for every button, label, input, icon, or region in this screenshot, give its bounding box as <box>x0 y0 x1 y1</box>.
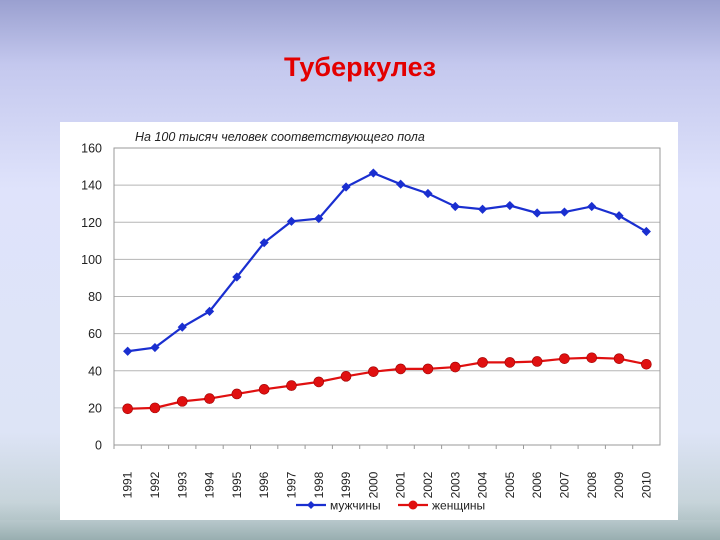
data-point-женщины-2001 <box>395 363 406 375</box>
data-point-мужчины-2006 <box>532 208 542 218</box>
data-point-мужчины-2007 <box>559 207 570 217</box>
line-chart: На 100 тысяч человек соответствующего по… <box>81 130 661 513</box>
legend-marker <box>408 500 418 510</box>
footer-band <box>0 520 720 540</box>
series-line-мужчины <box>127 171 647 353</box>
y-tick-label-60: 60 <box>88 327 102 341</box>
x-tick-label-2000: 2000 <box>366 471 380 498</box>
x-tick-label-2001: 2001 <box>394 471 408 498</box>
data-point-мужчины-2000 <box>368 168 378 178</box>
data-point-женщины-1997 <box>286 380 297 391</box>
x-tick-label-2010: 2010 <box>639 471 653 498</box>
data-point-женщины-1998 <box>313 376 325 388</box>
data-point-женщины-2007 <box>559 353 570 364</box>
data-point-мужчины-1997 <box>286 216 297 226</box>
axes <box>113 147 661 449</box>
data-point-женщины-1996 <box>258 384 270 395</box>
x-tick-label-1993: 1993 <box>175 471 189 498</box>
x-tick-label-1992: 1992 <box>148 471 162 498</box>
data-point-женщины-2003 <box>449 361 461 373</box>
legend-marker <box>307 501 315 509</box>
x-tick-labels: 1991 1992 1993 1994 1995 1996 1997 1998 1999 2000… <box>121 471 654 498</box>
data-point-женщины-2000 <box>368 366 379 377</box>
x-tick-label-2005: 2005 <box>503 471 517 498</box>
y-tick-label-0: 0 <box>95 439 102 453</box>
data-point-мужчины-2003 <box>450 201 460 212</box>
data-point-мужчины-2009 <box>614 211 624 221</box>
x-tick-label-1991: 1991 <box>121 471 135 498</box>
y-tick-label-20: 20 <box>88 401 102 415</box>
legend-item-мужчины: мужчины <box>296 499 381 513</box>
y-tick-label-140: 140 <box>81 179 102 193</box>
x-tick-label-1996: 1996 <box>257 471 271 498</box>
y-tick-label-100: 100 <box>81 253 102 267</box>
y-tick-labels: 0 20 40 60 80 100 120 140 160 <box>81 142 102 453</box>
slide-title: Туберкулез <box>283 52 437 82</box>
data-point-мужчины-1992 <box>150 342 160 353</box>
chart-panel: На 100 тысяч человек соответствующего по… <box>60 122 678 520</box>
x-tick-label-1997: 1997 <box>284 471 298 498</box>
data-point-женщины-1993 <box>176 396 188 407</box>
data-point-мужчины-1999 <box>341 182 351 192</box>
data-point-женщины-2008 <box>586 352 598 364</box>
data-point-женщины-2005 <box>504 357 516 368</box>
x-tick-label-1998: 1998 <box>312 471 326 498</box>
data-point-мужчины-2008 <box>587 201 597 212</box>
data-point-мужчины-2010 <box>641 226 651 237</box>
series-мужчины <box>123 168 651 356</box>
data-point-мужчины-2005 <box>505 200 515 211</box>
series <box>122 168 652 415</box>
legend: мужчины женщины <box>296 499 485 513</box>
data-point-женщины-2010 <box>641 358 652 370</box>
data-point-женщины-1991 <box>122 403 133 415</box>
x-tick-label-2003: 2003 <box>448 471 462 498</box>
x-tick-label-1999: 1999 <box>339 471 353 498</box>
x-tick-label-2004: 2004 <box>476 471 490 498</box>
data-point-женщины-1999 <box>340 371 352 382</box>
data-point-женщины-2009 <box>613 353 625 364</box>
legend-label-мужчины: мужчины <box>330 499 381 513</box>
data-point-мужчины-2001 <box>396 179 406 189</box>
y-tick-label-120: 120 <box>81 216 102 230</box>
data-point-мужчины-1993 <box>177 322 187 332</box>
x-tick-label-1995: 1995 <box>230 471 244 498</box>
data-point-мужчины-2002 <box>423 188 433 199</box>
y-tick-label-160: 160 <box>81 142 102 156</box>
x-tick-label-1994: 1994 <box>203 471 217 498</box>
series-женщины <box>122 352 652 415</box>
x-tick-label-2006: 2006 <box>530 471 544 498</box>
data-point-женщины-2004 <box>477 357 488 368</box>
y-tick-label-80: 80 <box>88 290 102 304</box>
x-tick-label-2007: 2007 <box>557 471 571 498</box>
x-tick-label-2002: 2002 <box>421 471 435 498</box>
data-point-мужчины-1998 <box>314 213 324 224</box>
data-point-женщины-1995 <box>231 388 243 400</box>
y-tick-label-40: 40 <box>88 364 102 378</box>
x-tick-label-2009: 2009 <box>612 471 626 498</box>
grid-lines <box>114 184 660 409</box>
data-point-женщины-1992 <box>149 402 161 414</box>
data-point-женщины-2002 <box>422 363 434 375</box>
data-point-мужчины-1991 <box>123 346 133 356</box>
legend-label-женщины: женщины <box>432 499 485 513</box>
x-tick-label-2008: 2008 <box>585 471 599 498</box>
legend-item-женщины: женщины <box>398 499 485 513</box>
data-point-женщины-2006 <box>531 356 543 367</box>
chart-title: На 100 тысяч человек соответствующего по… <box>135 130 425 144</box>
data-point-женщины-1994 <box>204 393 215 404</box>
data-point-мужчины-2004 <box>477 204 488 214</box>
